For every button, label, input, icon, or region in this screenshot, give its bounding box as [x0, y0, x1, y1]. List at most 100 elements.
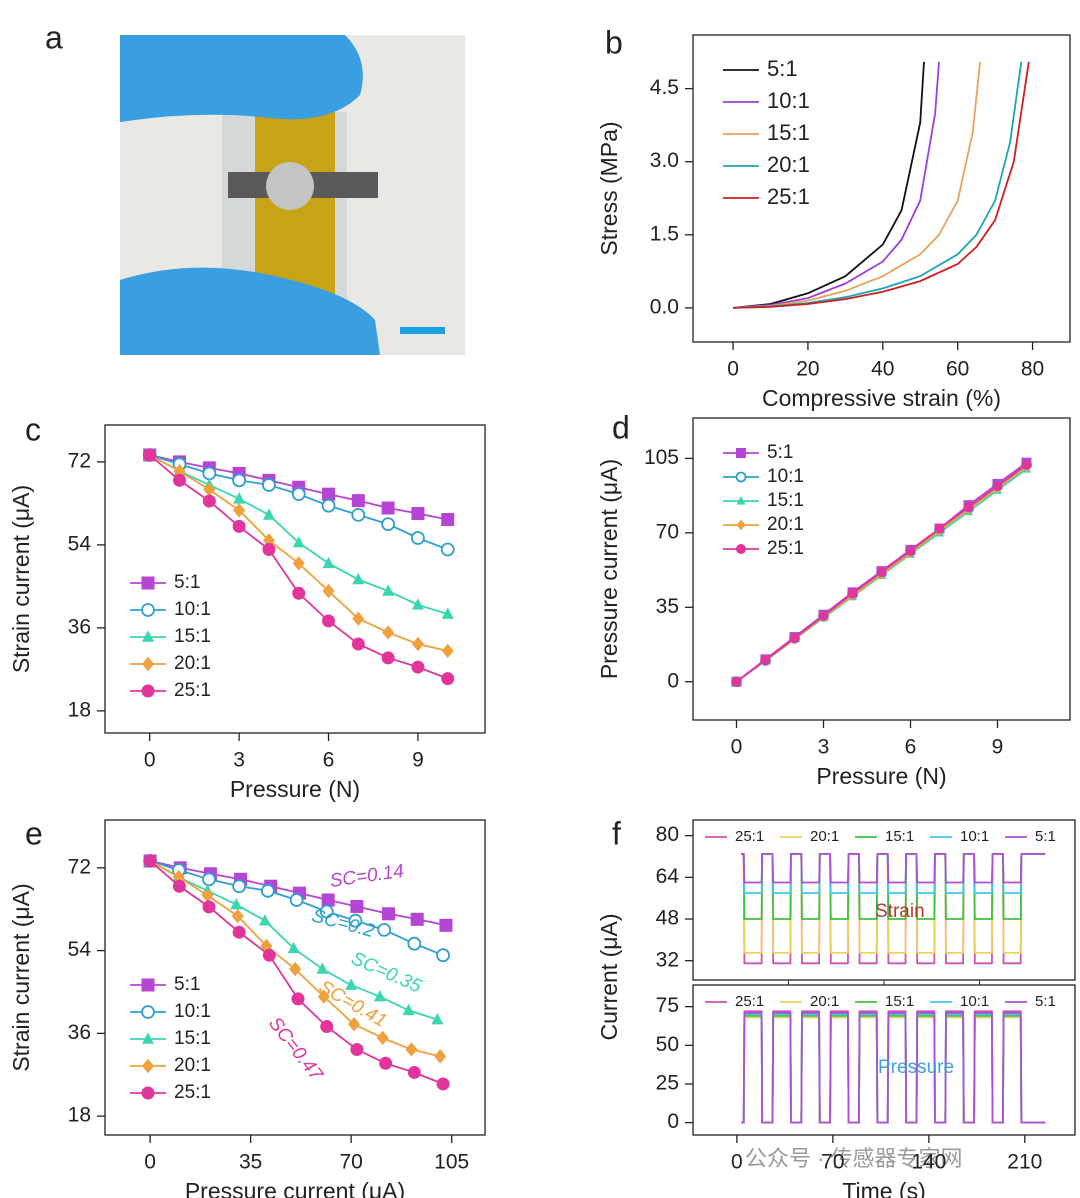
marker: [431, 1012, 444, 1025]
x-tick-label: 35: [239, 1151, 262, 1174]
marker: [351, 637, 365, 651]
y-tick-label: 54: [68, 532, 92, 555]
y-axis-title: Current (μA): [596, 914, 622, 1041]
legend-label: 20:1: [810, 828, 839, 845]
legend-label: 25:1: [767, 184, 810, 209]
marker: [376, 1030, 389, 1046]
plot-frame: [692, 984, 1076, 1136]
marker: [352, 572, 365, 585]
marker: [232, 473, 247, 488]
annotation: SC=0.35: [348, 948, 425, 998]
marker: [441, 672, 455, 686]
marker: [382, 584, 395, 596]
series-line: [741, 853, 1046, 884]
marker: [402, 1003, 415, 1016]
marker: [262, 508, 275, 520]
y-tick-label: 72: [68, 449, 91, 472]
y-tick-label: 48: [656, 907, 679, 930]
y-axis-title: Strain current (μA): [8, 485, 34, 673]
legend-label: 5:1: [767, 442, 793, 463]
legend-label: 15:1: [885, 993, 914, 1010]
marker: [731, 676, 742, 687]
x-tick-label: 3: [818, 736, 830, 759]
series-line: [741, 1011, 1046, 1124]
marker: [233, 492, 246, 504]
legend-label: 20:1: [174, 1055, 211, 1076]
legend-label: 5:1: [1035, 993, 1056, 1010]
marker: [407, 936, 422, 951]
plot-frame: [104, 424, 486, 734]
marker: [172, 869, 185, 885]
marker: [348, 1016, 361, 1032]
plot-frame: [104, 819, 486, 1136]
marker: [322, 614, 336, 628]
marker: [202, 466, 217, 481]
annotation: SC=0.2: [309, 905, 377, 942]
marker: [262, 478, 276, 492]
marker: [292, 586, 306, 600]
marker: [405, 1042, 418, 1057]
legend-label: 25:1: [735, 828, 764, 845]
marker: [233, 503, 246, 518]
marker: [141, 978, 155, 992]
marker: [321, 893, 335, 907]
marker: [1021, 459, 1032, 470]
chart: 0 35 70 105 18 36 54 72 Pressure current (μA) Str…: [8, 815, 486, 1198]
x-tick-label: 105: [434, 1151, 469, 1174]
marker: [736, 448, 746, 458]
marker: [322, 487, 336, 501]
x-axis-title: Pressure current (μA): [185, 1178, 405, 1198]
marker: [141, 1005, 155, 1019]
glove-top: [120, 35, 363, 122]
marker: [411, 598, 424, 610]
marker: [905, 545, 916, 556]
marker: [736, 544, 746, 554]
marker: [319, 904, 334, 919]
marker: [232, 519, 246, 533]
y-tick-label: 36: [68, 1021, 91, 1044]
marker: [142, 1058, 154, 1074]
marker: [847, 588, 858, 599]
marker: [141, 684, 155, 698]
x-tick-label: 6: [905, 736, 917, 759]
y-tick-label: 0.0: [650, 295, 679, 318]
electrode-disk: [266, 162, 314, 210]
x-tick-label: 0: [731, 736, 743, 759]
marker: [441, 513, 455, 527]
y-tick-label: 54: [68, 938, 92, 961]
marker: [934, 523, 945, 534]
marker: [736, 519, 746, 531]
legend-label: 10:1: [174, 1001, 211, 1022]
marker: [818, 610, 829, 621]
legend-label: 5:1: [767, 56, 798, 81]
x-tick-label: 0: [144, 1151, 156, 1174]
series-line: [733, 61, 1030, 309]
marker: [173, 473, 187, 487]
annotation: SC=0.14: [328, 861, 405, 892]
x-axis-title: Pressure (N): [816, 763, 946, 789]
legend-label: 10:1: [960, 828, 989, 845]
marker: [262, 948, 276, 962]
marker: [992, 481, 1003, 492]
watermark: 公众号 · 传感器专家网: [745, 1146, 963, 1171]
x-tick-label: 140: [911, 1151, 946, 1174]
marker: [411, 507, 425, 521]
y-tick-label: 50: [656, 1033, 679, 1056]
marker: [202, 494, 216, 508]
marker: [381, 907, 395, 921]
marker: [377, 923, 392, 937]
y-axis-title: Pressure current (μA): [596, 459, 622, 679]
marker: [436, 948, 450, 963]
marker: [789, 633, 800, 644]
marker: [735, 471, 747, 483]
marker: [232, 879, 247, 894]
marker: [350, 899, 364, 913]
legend-label: 10:1: [767, 88, 810, 113]
marker: [876, 567, 887, 578]
x-axis-title: Time (s): [842, 1178, 925, 1198]
marker: [411, 660, 425, 674]
marker: [291, 487, 306, 502]
x-tick-label: 0: [727, 358, 739, 381]
marker: [203, 482, 216, 497]
